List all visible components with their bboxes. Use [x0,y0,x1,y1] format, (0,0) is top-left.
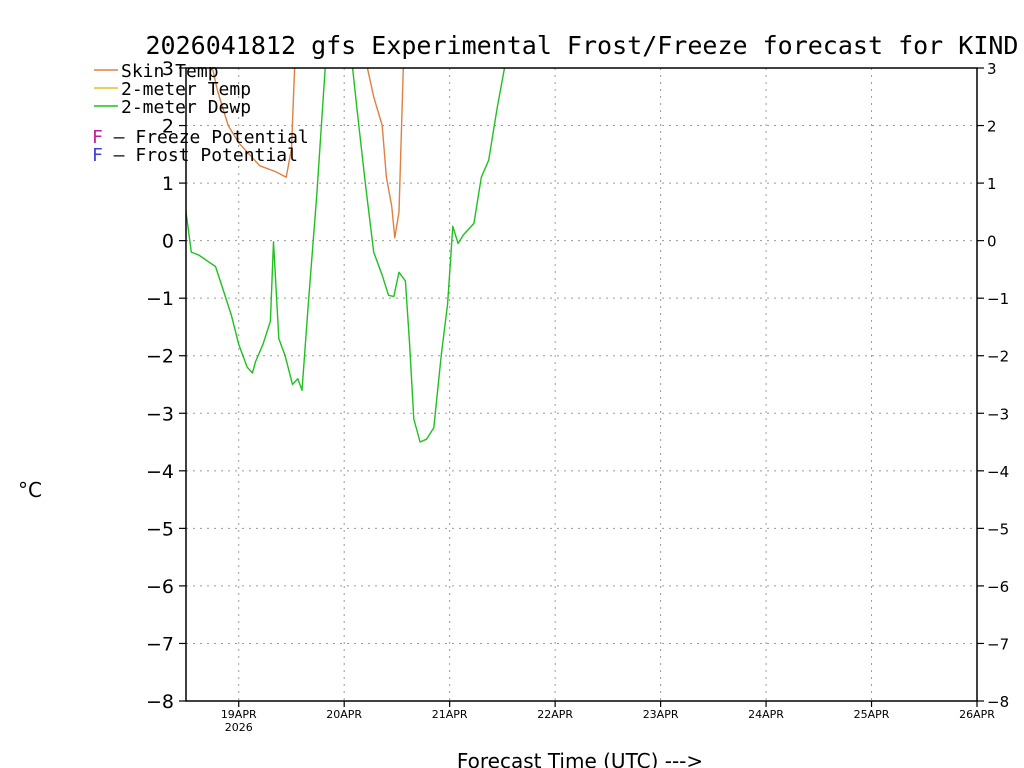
y-tick-label-left: −1 [146,288,174,310]
legend-label-2-meter-dewp: 2-meter Dewp [121,97,251,118]
legend-label-2-meter-temp: 2-meter Temp [121,79,251,100]
series-line-skin-temp [366,68,404,239]
x-tick-label: 21APR [432,708,468,721]
x-tick-label: 23APR [643,708,679,721]
legend-potential-text: – Frost Potential [103,145,298,166]
chart-title: 2026041812 gfs Experimental Frost/Freeze… [146,31,1019,60]
y-axis-right: −8 −7 −6 −5 −4 −3 −2 −1 0 1 2 3 [977,60,1009,711]
y-tick-label-left: −7 [146,633,174,655]
legend-freeze-potential: F – Freeze Potential [92,127,309,148]
y-tick-label-left: −4 [146,461,174,483]
y-tick-label-left: −2 [146,346,174,368]
series-line-2-meter-dewp [351,68,506,443]
y-tick-label-left: 1 [162,173,174,195]
y-tick-label-right: −5 [987,520,1009,538]
y-tick-label-left: −6 [146,576,174,598]
legend-label-skin-temp: Skin Temp [121,61,219,82]
y-axis-label: °C [18,478,42,502]
x-tick-label: 24APR [748,708,784,721]
series-line-skin-temp [211,68,296,179]
y-tick-label-right: 2 [987,118,997,136]
y-tick-label-right: −6 [987,578,1009,596]
legend-frost-potential: F – Frost Potential [92,145,298,166]
series-line-2-meter-dewp [186,68,326,391]
y-tick-label-right: 3 [987,60,997,78]
x-tick-label: 26APR [959,708,995,721]
y-tick-label-right: −4 [987,463,1009,481]
y-tick-label-left: −8 [146,691,174,713]
series-layer [186,68,506,443]
y-tick-label-right: 1 [987,175,997,193]
x-tick-label: 22APR [537,708,573,721]
legend-potential-letter: F [92,145,103,166]
y-tick-label-right: −3 [987,405,1009,423]
y-tick-label-right: 0 [987,233,997,251]
y-axis-left: −8 −7 −6 −5 −4 −3 −2 −1 0 1 2 3 [146,58,186,713]
legend-potential-letter: F [92,127,103,148]
y-tick-label-left: −3 [146,403,174,425]
y-tick-label-right: −2 [987,348,1009,366]
y-tick-label-left: 0 [162,231,174,253]
x-tick-year-label: 2026 [225,721,253,734]
y-tick-label-right: −8 [987,693,1009,711]
x-tick-label: 25APR [854,708,890,721]
x-axis-label: Forecast Time (UTC) ---> [457,749,703,768]
y-tick-label-left: 2 [162,116,174,138]
y-tick-label-right: −1 [987,290,1009,308]
x-tick-label: 20APR [326,708,362,721]
x-tick-label: 19APR [221,708,257,721]
y-tick-label-right: −7 [987,635,1009,653]
y-tick-label-left: 3 [162,58,174,80]
legend-potential-text: – Freeze Potential [103,127,309,148]
plot-frame [185,67,978,702]
y-tick-label-left: −5 [146,518,174,540]
grid [186,68,977,701]
